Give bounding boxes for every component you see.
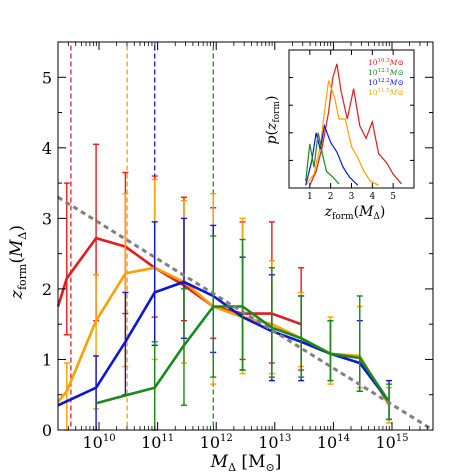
y-tick-label-5: 5 [42,68,52,87]
inset-background [289,50,414,188]
x-tick-label-2: 1012 [200,433,233,452]
legend-entry-3: 1011.5M⊙ [368,88,404,97]
y-tick-label-0: 0 [42,421,52,440]
x-tick-label-5: 1015 [375,433,408,452]
inset-series-line-2 [305,123,359,186]
y-tick-label-3: 3 [42,209,52,228]
y-tick-label-1: 1 [42,350,52,369]
main-x-axis-label: MΔ [M⊙] [210,452,282,474]
x-tick-label-4: 1014 [317,433,350,452]
inset-data-layer [305,63,402,186]
inset-x-tick-label-1: 2 [328,192,334,202]
legend-entry-2: 1012.2M⊙ [368,78,404,87]
series-3 [95,235,393,431]
inset-plot: 1 2 3 4 5 1010.3M⊙1012.1M⊙1012.2M⊙1011.5M⊙ p… [264,49,415,222]
legend-entry-0: 1010.3M⊙ [368,58,404,67]
inset-axis-ticks: 1 2 3 4 5 [289,50,414,202]
series-line-3 [95,305,391,405]
inset-x-tick-label-4: 5 [390,192,396,202]
x-tick-label-1: 1011 [141,433,174,452]
inset-x-tick-label-2: 3 [349,192,355,202]
series-line-1 [56,266,391,406]
inset-series-line-3 [305,132,340,185]
legend-entry-1: 1012.1M⊙ [368,68,404,77]
inset-x-axis-label: zform(MΔ) [324,204,386,222]
y-tick-label-2: 2 [42,280,52,299]
series-2 [57,217,393,431]
y-tick-label-4: 4 [42,139,52,158]
main-axis-ticks: 0 1 2 3 4 5 1010 1011 1012 1013 1014 1015 [42,42,434,452]
series-line-0 [56,236,302,326]
inset-legend: 1010.3M⊙1012.1M⊙1012.2M⊙1011.5M⊙ [368,58,404,97]
main-plot-frame [57,41,434,431]
inset-x-tick-label-0: 1 [307,192,313,202]
inset-y-axis-label: p(zform) [264,96,282,145]
inset-x-tick-label-3: 4 [369,192,375,202]
x-tick-label-3: 1013 [258,433,291,452]
fit-line [57,195,434,432]
main-data-layer [56,45,434,432]
main-y-axis-label: zform(MΔ) [7,225,29,300]
x-tick-label-0: 1010 [82,433,115,452]
main-plot: 0 1 2 3 4 5 1010 1011 1012 1013 1014 1015 zform(MΔ)… [7,41,434,474]
series-0 [56,143,305,371]
